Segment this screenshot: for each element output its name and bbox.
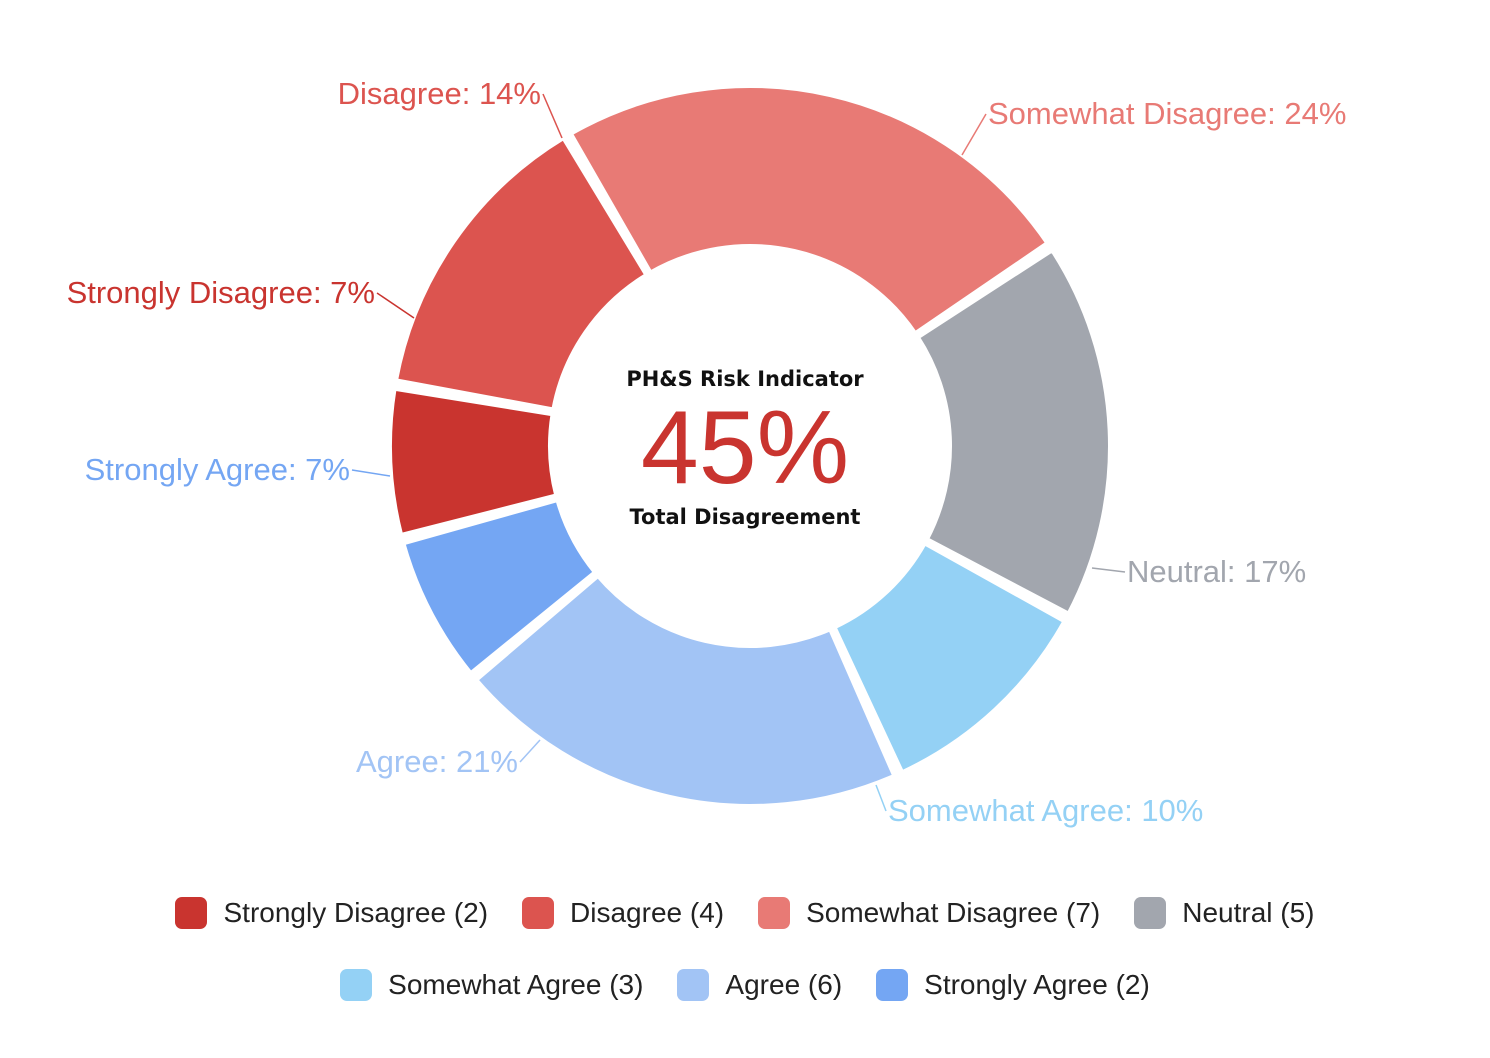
slice-label-neutral: Neutral: 17% <box>1127 554 1306 589</box>
legend-row-1: Strongly Disagree (2) Disagree (4) Somewha… <box>0 897 1490 929</box>
slice-agree[interactable] <box>473 573 897 808</box>
center-subtitle: Total Disagreement <box>630 505 861 529</box>
donut-slices <box>388 84 1112 808</box>
leader-line-disagree <box>542 93 563 139</box>
legend-item-somewhat-disagree[interactable]: Somewhat Disagree (7) <box>758 897 1100 929</box>
legend-item-somewhat-agree[interactable]: Somewhat Agree (3) <box>340 969 643 1001</box>
center-title: PH&S Risk Indicator <box>626 367 864 391</box>
legend-label: Strongly Disagree (2) <box>223 897 489 928</box>
legend-item-disagree[interactable]: Disagree (4) <box>522 897 724 929</box>
slice-label-somewhat-disagree: Somewhat Disagree: 24% <box>988 96 1346 131</box>
legend-swatch <box>522 897 555 929</box>
slice-strongly-agree[interactable] <box>400 497 598 677</box>
legend-label: Disagree (4) <box>570 897 725 928</box>
legend-label: Neutral (5) <box>1182 897 1315 928</box>
leader-line-somewhat-agree <box>875 784 887 812</box>
legend-item-strongly-agree[interactable]: Strongly Agree (2) <box>876 969 1150 1001</box>
leader-line-neutral <box>1091 567 1126 573</box>
slice-neutral[interactable] <box>915 247 1112 617</box>
legend-swatch <box>758 897 791 929</box>
center-value: 45% <box>641 390 849 506</box>
legend-label: Somewhat Disagree (7) <box>806 897 1101 928</box>
legend-swatch <box>175 897 208 929</box>
legend-item-strongly-disagree[interactable]: Strongly Disagree (2) <box>175 897 488 929</box>
slice-label-strongly-disagree: Strongly Disagree: 7% <box>67 275 375 310</box>
legend-label: Somewhat Agree (3) <box>388 969 644 1000</box>
legend-item-neutral[interactable]: Neutral (5) <box>1134 897 1315 929</box>
legend-label: Strongly Agree (2) <box>924 969 1150 1000</box>
legend-label: Agree (6) <box>725 969 843 1000</box>
leader-line-strongly-agree <box>351 469 391 477</box>
legend-swatch <box>1134 897 1167 929</box>
leader-line-strongly-disagree <box>376 292 415 319</box>
slice-label-agree: Agree: 21% <box>356 744 518 779</box>
leader-line-agree <box>519 739 541 763</box>
slice-disagree[interactable] <box>393 135 650 412</box>
legend-item-agree[interactable]: Agree (6) <box>677 969 842 1001</box>
legend-row-2: Somewhat Agree (3) Agree (6) Strongly Agre… <box>0 969 1490 1001</box>
slice-label-somewhat-agree: Somewhat Agree: 10% <box>888 793 1203 828</box>
slice-label-strongly-agree: Strongly Agree: 7% <box>85 452 350 487</box>
slice-labels: Strongly Disagree: 7% Disagree: 14% Somewh… <box>67 76 1347 828</box>
slice-strongly-disagree[interactable] <box>388 386 559 538</box>
leader-line-somewhat-disagree <box>961 113 987 156</box>
legend-swatch <box>340 969 373 1001</box>
slice-label-disagree: Disagree: 14% <box>338 76 541 111</box>
legend-swatch <box>876 969 909 1001</box>
legend-swatch <box>677 969 710 1001</box>
donut-center: PH&S Risk Indicator 45% Total Disagreeme… <box>626 367 864 529</box>
label-leader-lines <box>351 93 1126 812</box>
slice-somewhat-disagree[interactable] <box>568 84 1051 337</box>
slice-somewhat-agree[interactable] <box>831 540 1068 775</box>
